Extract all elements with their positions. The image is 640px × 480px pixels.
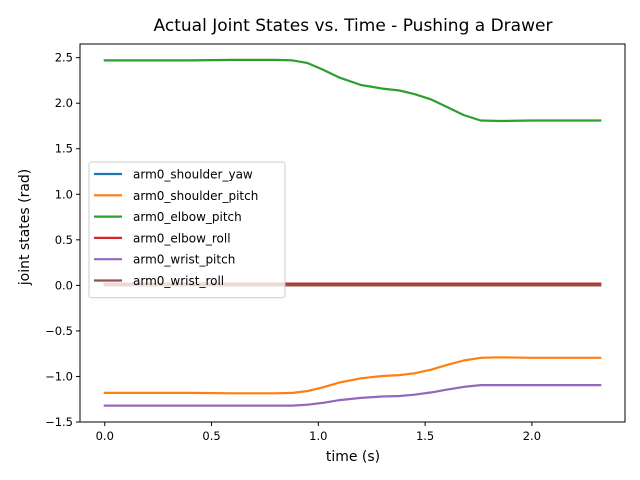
y-tick-label-1: −1.0 <box>45 369 73 383</box>
chart-title: Actual Joint States vs. Time - Pushing a… <box>154 16 553 36</box>
x-tick-label-2: 1.0 <box>309 429 327 443</box>
x-axis-label: time (s) <box>326 449 380 465</box>
axes-frame <box>79 43 626 423</box>
legend-label-1: arm0_shoulder_pitch <box>133 189 258 203</box>
y-tick-label-6: 1.5 <box>55 142 73 156</box>
y-tick-label-7: 2.0 <box>55 96 73 110</box>
x-tick-label-0: 0.0 <box>96 429 114 443</box>
y-axis-label: joint states (rad) <box>17 169 33 287</box>
legend-label-2: arm0_elbow_pitch <box>133 210 242 224</box>
legend-label-3: arm0_elbow_roll <box>133 231 231 245</box>
y-tick-label-3: 0.0 <box>55 278 73 292</box>
y-tick-label-2: −0.5 <box>45 324 73 338</box>
legend-box <box>88 161 286 299</box>
legend-label-5: arm0_wrist_roll <box>133 274 224 288</box>
y-tick-label-5: 1.0 <box>55 187 73 201</box>
series-line-2 <box>103 58 602 123</box>
legend-label-4: arm0_wrist_pitch <box>133 253 235 267</box>
legend: arm0_shoulder_yaw arm0_shoulder_pitch arm0… <box>88 161 286 299</box>
y-tick-label-4: 0.5 <box>55 233 73 247</box>
x-tick-label-3: 1.5 <box>416 429 434 443</box>
y-tick-label-8: 2.5 <box>55 51 73 65</box>
y-tick-label-0: −1.5 <box>45 415 73 429</box>
series-line-4 <box>103 384 602 407</box>
legend-label-0: arm0_shoulder_yaw <box>133 168 253 182</box>
x-tick-label-1: 0.5 <box>202 429 220 443</box>
x-tick-label-4: 2.0 <box>523 429 541 443</box>
series-line-1 <box>103 356 602 395</box>
axis-ticks: 0.0 0.5 1.0 1.5 2.0 −1.5 −1.0 −0.5 0.0 0.5 1.0 1.5 2… <box>45 51 541 443</box>
